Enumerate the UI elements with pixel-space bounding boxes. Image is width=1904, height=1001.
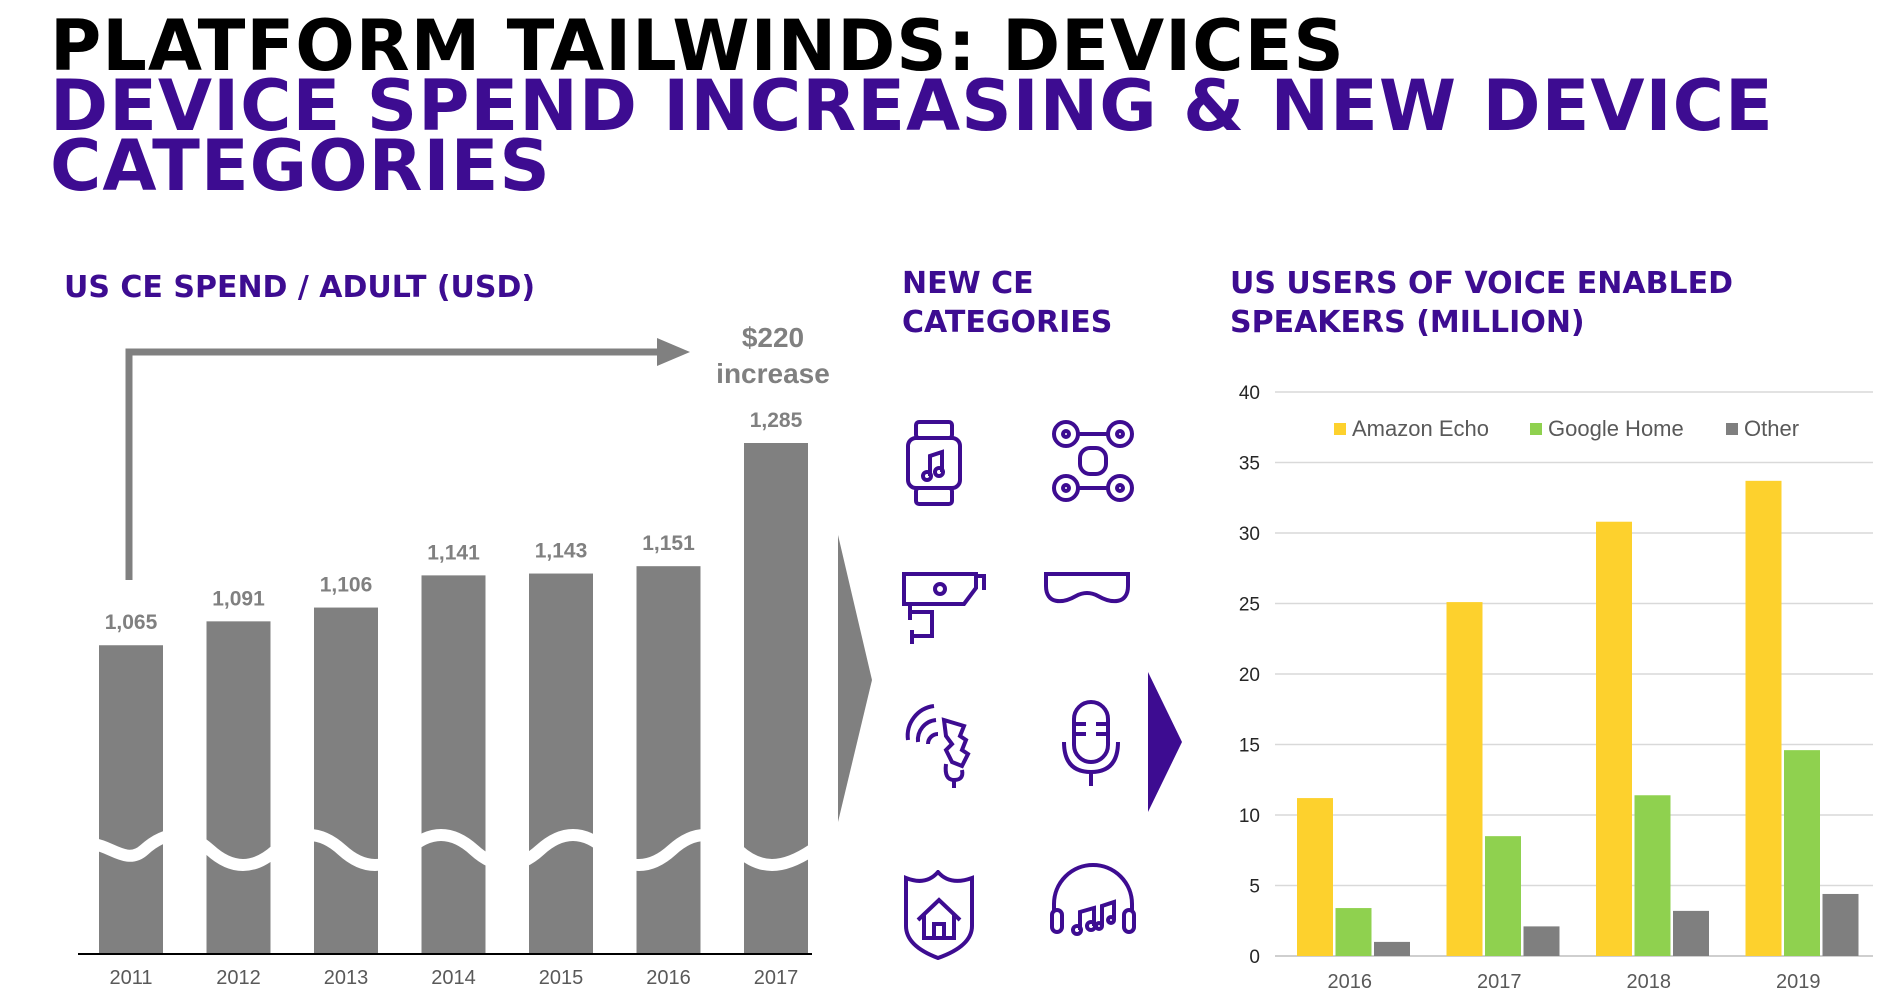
voice-x-tick: 2019 xyxy=(1776,971,1821,993)
voice-x-tick: 2017 xyxy=(1477,971,1522,993)
voice-bar-amazon-echo-2017 xyxy=(1446,602,1483,956)
axis-break xyxy=(73,829,816,871)
voice-y-tick: 10 xyxy=(1239,806,1260,827)
voice-chart-title-line-2: SPEAKERS (MILLION) xyxy=(1230,305,1585,340)
smartwatch-icon xyxy=(906,420,962,506)
spend-bar-2014 xyxy=(421,575,486,954)
page-subtitle-line-1: DEVICE SPEND INCREASING & NEW DEVICE xyxy=(50,65,1774,147)
spend-bar-2011 xyxy=(99,645,163,954)
callout-amount: $220 xyxy=(742,322,804,353)
spend-x-tick: 2013 xyxy=(324,967,369,989)
spend-x-tick: 2015 xyxy=(539,967,584,989)
spend-data-label: 1,151 xyxy=(642,532,695,555)
voice-x-tick: 2016 xyxy=(1328,971,1373,993)
security-camera-icon xyxy=(902,572,986,644)
spend-data-label: 1,285 xyxy=(750,409,803,432)
spend-data-label: 1,091 xyxy=(212,587,265,610)
voice-bar-amazon-echo-2018 xyxy=(1596,521,1632,956)
legend-swatch xyxy=(1334,423,1346,435)
voice-y-tick: 5 xyxy=(1249,877,1260,898)
spend-bar-2015 xyxy=(529,573,593,954)
voice-bar-other-2019 xyxy=(1822,893,1859,956)
voice-bar-google-home-2018 xyxy=(1634,795,1671,956)
voice-bar-other-2018 xyxy=(1673,910,1709,956)
spend-bar-2012 xyxy=(206,621,271,954)
legend-label: Other xyxy=(1744,416,1799,441)
page-title: PLATFORM TAILWINDS: DEVICES xyxy=(50,5,1345,87)
voice-y-tick: 0 xyxy=(1249,947,1260,968)
spend-chart-title: US CE SPEND / ADULT (USD) xyxy=(64,270,536,305)
spend-x-tick: 2017 xyxy=(754,967,799,989)
spend-bar-2016 xyxy=(636,566,701,954)
increase-arrow-head xyxy=(657,338,690,366)
voice-bar-amazon-echo-2019 xyxy=(1745,480,1782,956)
page-subtitle-line-2: CATEGORIES xyxy=(50,125,551,207)
legend-swatch xyxy=(1530,423,1542,435)
legend-swatch xyxy=(1726,423,1738,435)
headphones-icon xyxy=(1050,863,1136,936)
voice-y-tick: 40 xyxy=(1239,383,1260,404)
smart-bulb-icon xyxy=(905,704,971,788)
flow-arrow-purple xyxy=(1148,672,1182,812)
voice-y-tick: 20 xyxy=(1239,665,1260,686)
legend-label: Google Home xyxy=(1548,416,1684,441)
voice-x-tick: 2018 xyxy=(1627,971,1672,993)
spend-data-label: 1,065 xyxy=(105,611,158,634)
spend-data-label: 1,143 xyxy=(535,540,588,563)
voice-y-tick: 25 xyxy=(1239,595,1260,616)
microphone-icon xyxy=(1062,700,1120,786)
spend-x-tick: 2014 xyxy=(431,967,476,989)
flow-arrow-gray xyxy=(838,535,872,822)
voice-bar-google-home-2016 xyxy=(1335,908,1372,956)
voice-bar-other-2016 xyxy=(1374,941,1410,956)
spend-data-label: 1,106 xyxy=(320,574,373,597)
voice-chart-title-line-1: US USERS OF VOICE ENABLED xyxy=(1230,266,1733,301)
spend-bar-2013 xyxy=(314,607,378,954)
spend-x-tick: 2011 xyxy=(109,967,152,989)
voice-y-tick: 15 xyxy=(1239,736,1260,757)
voice-y-tick: 35 xyxy=(1239,454,1260,475)
spend-x-tick: 2012 xyxy=(216,967,261,989)
callout-label: increase xyxy=(716,358,830,389)
spend-data-label: 1,141 xyxy=(427,541,480,564)
smart-home-icon xyxy=(904,870,974,960)
increase-arrow xyxy=(125,348,660,580)
voice-y-tick: 30 xyxy=(1239,524,1260,545)
voice-bar-amazon-echo-2016 xyxy=(1297,798,1333,956)
voice-bar-google-home-2019 xyxy=(1784,750,1820,956)
vr-goggles-icon xyxy=(1044,572,1130,604)
spend-x-tick: 2016 xyxy=(646,967,691,989)
categories-title-line-1: NEW CE xyxy=(902,266,1034,301)
voice-bar-other-2017 xyxy=(1523,926,1560,956)
legend-label: Amazon Echo xyxy=(1352,416,1489,441)
categories-title-line-2: CATEGORIES xyxy=(902,305,1113,340)
drone-icon xyxy=(1052,420,1134,502)
voice-bar-google-home-2017 xyxy=(1485,836,1521,956)
